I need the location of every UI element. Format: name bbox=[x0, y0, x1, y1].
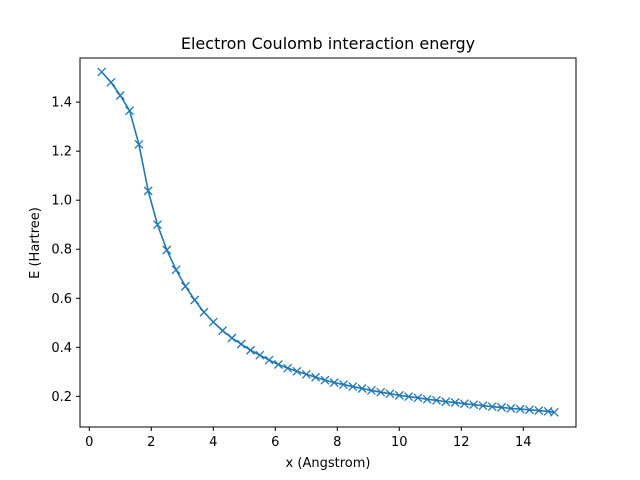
y-tick-label: 1.4 bbox=[51, 96, 72, 111]
y-tick-label: 0.4 bbox=[51, 341, 72, 356]
data-point-marker bbox=[376, 387, 386, 397]
data-point-marker bbox=[218, 326, 228, 336]
data-point-marker bbox=[273, 360, 283, 369]
data-point-marker bbox=[199, 307, 209, 317]
data-point-marker bbox=[283, 363, 293, 373]
data-point-marker bbox=[357, 384, 367, 393]
data-point-marker bbox=[487, 402, 497, 412]
data-point-marker bbox=[311, 372, 321, 382]
data-point-marker bbox=[339, 380, 348, 390]
series-line bbox=[101, 71, 555, 414]
x-axis-label: x (Angstrom) bbox=[286, 456, 371, 471]
data-point-marker bbox=[190, 295, 200, 305]
data-point-marker bbox=[394, 390, 404, 400]
x-tick-label: 14 bbox=[515, 435, 532, 450]
data-point-marker bbox=[469, 400, 479, 410]
data-point-marker bbox=[348, 382, 358, 392]
data-point-marker bbox=[134, 139, 144, 149]
data-point-marker bbox=[413, 393, 423, 403]
data-point-marker bbox=[255, 350, 265, 360]
chart-title: Electron Coulomb interaction energy bbox=[181, 34, 475, 53]
data-point-marker bbox=[549, 407, 559, 417]
data-point-marker bbox=[441, 397, 451, 407]
data-point-marker bbox=[385, 389, 395, 399]
data-point-marker bbox=[143, 186, 153, 196]
data-point-marker bbox=[97, 67, 107, 77]
x-tick-label: 4 bbox=[209, 435, 217, 450]
axes-frame bbox=[79, 57, 577, 428]
data-point-marker bbox=[125, 106, 135, 116]
y-tick-label: 1.2 bbox=[51, 145, 72, 160]
data-point-marker bbox=[115, 91, 125, 100]
x-tick-label: 6 bbox=[271, 435, 279, 450]
data-point-marker bbox=[264, 355, 274, 365]
data-point-marker bbox=[227, 333, 237, 343]
data-point-marker bbox=[320, 375, 330, 385]
data-point-marker bbox=[301, 369, 311, 379]
data-point-marker bbox=[459, 399, 469, 409]
data-point-marker bbox=[236, 339, 246, 349]
x-tick-label: 2 bbox=[147, 435, 155, 450]
data-point-marker bbox=[525, 405, 534, 415]
data-point-marker bbox=[366, 386, 376, 395]
x-tick-label: 8 bbox=[333, 435, 341, 450]
data-point-marker bbox=[422, 394, 432, 404]
data-point-marker bbox=[450, 398, 460, 407]
data-point-marker bbox=[106, 77, 116, 87]
data-point-marker bbox=[180, 281, 190, 291]
y-tick-label: 0.2 bbox=[51, 390, 72, 405]
data-point-marker bbox=[506, 403, 516, 413]
data-point-marker bbox=[478, 401, 488, 411]
data-point-marker bbox=[153, 220, 162, 230]
y-axis-label: E (Hartree) bbox=[28, 207, 43, 279]
y-tick-label: 0.6 bbox=[51, 292, 72, 307]
data-point-marker bbox=[534, 406, 544, 416]
data-point-marker bbox=[404, 392, 414, 402]
data-point-marker bbox=[246, 345, 255, 355]
data-point-marker bbox=[497, 402, 507, 412]
data-point-marker bbox=[432, 395, 441, 405]
x-tick-label: 0 bbox=[85, 435, 93, 450]
data-point-marker bbox=[208, 317, 218, 327]
plot-area: 0 2 4 6 8 10 12 14 0.2 0.4 0.6 0.8 1.0 1.2 1.4 bbox=[51, 57, 577, 450]
data-point-marker bbox=[162, 245, 172, 255]
data-point-marker bbox=[292, 366, 302, 376]
data-point-marker bbox=[515, 404, 525, 414]
x-tick-label: 10 bbox=[391, 435, 408, 450]
data-point-marker bbox=[171, 265, 181, 275]
y-tick-label: 0.8 bbox=[51, 243, 72, 258]
x-tick-label: 12 bbox=[453, 435, 470, 450]
data-point-marker bbox=[329, 378, 339, 388]
y-tick-label: 1.0 bbox=[51, 194, 72, 209]
